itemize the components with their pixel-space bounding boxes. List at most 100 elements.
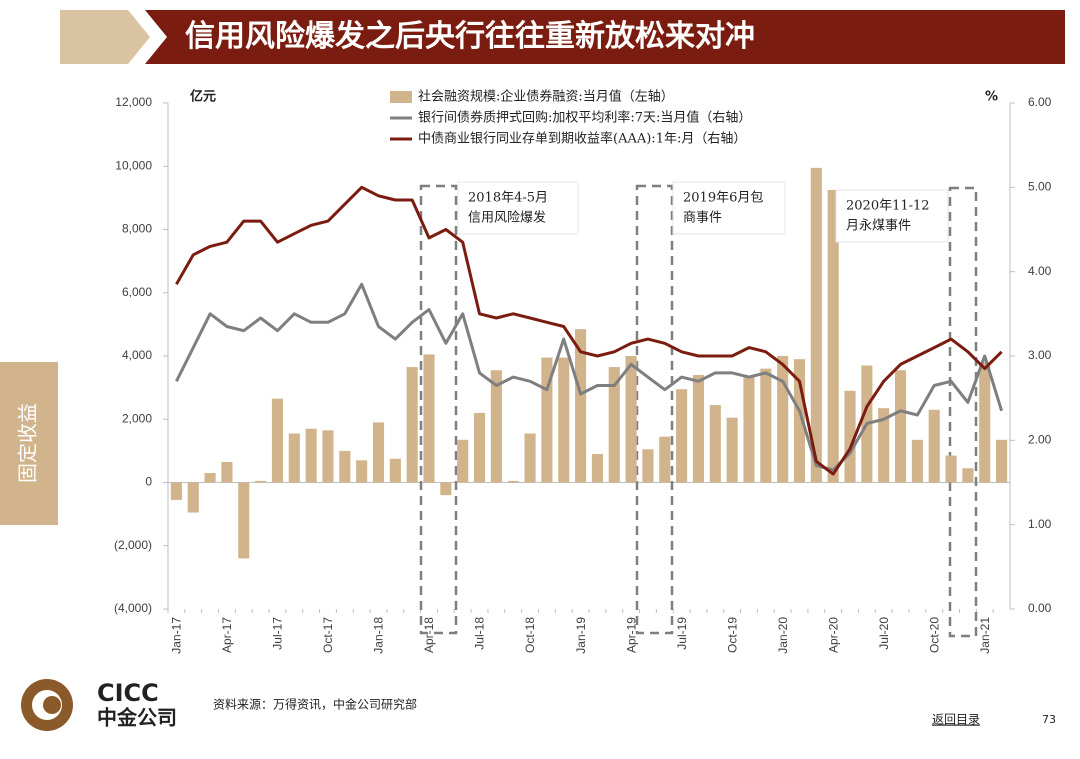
legend-swatch	[390, 91, 412, 103]
page-number: 73	[1042, 713, 1056, 726]
line	[175, 185, 1003, 476]
bar	[221, 461, 233, 483]
bar	[372, 422, 385, 483]
x-tick-label: Jul-20	[877, 617, 891, 650]
bar	[524, 433, 536, 483]
annotation-text: 商事件	[683, 211, 722, 226]
y-tick-label: 12,000	[115, 95, 152, 109]
bar	[743, 376, 755, 483]
sidebar-tab	[0, 362, 58, 525]
bar	[777, 356, 789, 483]
bar	[810, 167, 822, 483]
bar	[204, 473, 216, 483]
x-tick-label: Apr-20	[826, 617, 840, 653]
y-tick-label: 10,000	[115, 158, 152, 172]
sidebar-label: 固定收益	[16, 403, 40, 483]
y2-tick-label: 3.00	[1028, 348, 1052, 362]
annotation-box	[835, 189, 949, 243]
bar	[676, 389, 688, 483]
bar	[979, 362, 991, 483]
bar	[255, 480, 267, 483]
legend-label: 中债商业银行同业存单到期收益率(AAA):1年:月（右轴）	[418, 131, 746, 147]
y-tick-label: (4,000)	[114, 601, 152, 615]
y2-axis-unit: %	[985, 90, 998, 105]
bar	[945, 455, 957, 483]
annotation-text: 2020年11-12	[846, 199, 930, 214]
x-tick-label: Jul-19	[675, 617, 689, 650]
bar	[288, 433, 300, 483]
bar	[473, 412, 486, 483]
x-tick-label: Jan-19	[574, 617, 588, 654]
bar	[591, 454, 603, 483]
x-tick-label: Oct-20	[927, 617, 941, 653]
bar	[911, 439, 923, 483]
bar	[170, 482, 182, 500]
bar	[440, 482, 452, 496]
bar	[541, 357, 553, 483]
x-tick-label: Oct-17	[321, 617, 335, 653]
bar	[558, 357, 570, 483]
x-tick-label: Jan-17	[170, 617, 184, 654]
bar	[692, 374, 705, 483]
bar	[406, 367, 418, 483]
legend-label: 银行间债券质押式回购:加权平均利率:7天:当月值（右轴）	[418, 110, 751, 126]
y-tick-label: 0	[145, 475, 152, 489]
source-note: 资料来源：万得资讯，中金公司研究部	[213, 697, 417, 712]
x-tick-label: Jan-20	[776, 617, 790, 654]
bar	[305, 428, 317, 483]
bar	[928, 409, 940, 483]
chart: 亿元 % (4,000) (2,000) 0 2,000 4,000 6,000 8,000…	[114, 89, 1052, 654]
bar	[659, 436, 671, 483]
bar	[760, 368, 772, 483]
bar	[507, 480, 519, 483]
bar	[894, 370, 907, 483]
y-tick-label: 8,000	[122, 222, 152, 236]
slide-title: 信用风险爆发之后央行往往重新放松来对冲	[185, 19, 755, 54]
y2-tick-label: 6.00	[1028, 95, 1052, 109]
bar	[575, 329, 587, 483]
bar	[457, 439, 469, 483]
y2-tick-label: 5.00	[1028, 180, 1052, 194]
y2-tick-label: 4.00	[1028, 264, 1052, 278]
x-tick-label: Oct-18	[523, 617, 537, 653]
y2-tick-label: 0.00	[1028, 601, 1052, 615]
bar	[271, 398, 284, 483]
bar	[322, 430, 334, 483]
bar	[878, 408, 890, 483]
bar	[625, 356, 637, 483]
bar	[187, 482, 199, 513]
bar	[793, 359, 806, 483]
bar	[238, 482, 250, 559]
event-window	[419, 184, 458, 635]
y2-tick-label: 2.00	[1028, 433, 1052, 447]
banner-accent	[60, 10, 150, 64]
y-tick-label: 4,000	[122, 348, 152, 362]
bar	[389, 458, 401, 483]
line	[175, 282, 1004, 472]
x-tick-label: Jul-17	[271, 617, 285, 650]
bar	[490, 370, 502, 483]
annotation-text: 信用风险爆发	[468, 210, 546, 226]
logo-text: CICC	[97, 679, 159, 707]
event-window	[635, 184, 674, 635]
bar	[339, 450, 351, 483]
x-tick-label: Apr-18	[422, 617, 436, 653]
bar	[356, 460, 368, 483]
x-tick-label: Jul-18	[473, 617, 487, 650]
legend-label: 社会融资规模:企业债券融资:当月值（左轴）	[418, 89, 674, 105]
y2-tick-label: 1.00	[1028, 517, 1052, 531]
annotation-box	[457, 181, 579, 235]
company-name: 中金公司	[97, 706, 177, 730]
y-tick-label: 6,000	[122, 285, 152, 299]
bar	[608, 367, 620, 483]
title-banner	[145, 10, 1065, 64]
y-axis-unit: 亿元	[190, 89, 216, 105]
bar	[642, 449, 654, 483]
bar	[844, 390, 856, 483]
bar	[709, 405, 721, 483]
logo-mark-core	[43, 696, 61, 714]
x-tick-label: Apr-19	[624, 617, 638, 653]
back-link[interactable]: 返回目录	[932, 713, 980, 727]
bar	[996, 439, 1008, 483]
